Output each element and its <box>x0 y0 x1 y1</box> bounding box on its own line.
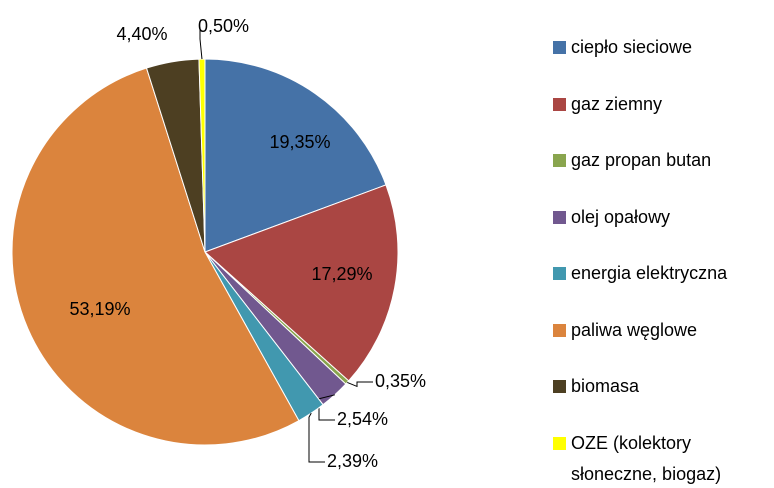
legend-swatch <box>553 323 566 337</box>
legend-item: gaz ziemny <box>553 89 768 120</box>
legend-swatch <box>553 210 566 224</box>
leader-line <box>199 27 203 60</box>
data-label: 0,35% <box>375 371 426 391</box>
legend-item: gaz propan butan <box>553 145 768 176</box>
data-label: 53,19% <box>69 299 130 319</box>
legend-label: gaz ziemny <box>571 93 663 114</box>
legend-swatch <box>553 97 566 111</box>
data-label: 17,29% <box>311 264 372 284</box>
data-label: 19,35% <box>269 132 330 152</box>
leader-line <box>308 412 325 463</box>
legend-swatch <box>553 380 566 393</box>
legend-swatch <box>553 436 566 450</box>
data-label: 2,54% <box>337 409 388 429</box>
legend-item: ciepło sieciowe <box>553 32 768 63</box>
pie-slice <box>204 184 399 382</box>
data-label: 4,40% <box>116 24 167 44</box>
legend-item: energia elektryczna <box>553 258 768 289</box>
data-label: 0,50% <box>198 16 249 36</box>
legend-item: paliwa węglowe <box>553 315 768 346</box>
legend-label: gaz propan butan <box>571 150 712 170</box>
legend-item: biomasa <box>553 371 768 402</box>
data-label: 2,39% <box>327 451 378 471</box>
legend-label: biomasa <box>571 376 640 396</box>
legend-swatch <box>553 154 566 167</box>
legend-swatch <box>553 267 566 280</box>
legend-label: olej opałowy <box>571 206 671 227</box>
leader-line <box>318 394 335 421</box>
legend-label: paliwa węglowe <box>571 319 698 340</box>
leader-line <box>347 381 373 388</box>
legend-swatch <box>553 41 566 54</box>
legend-label: energia elektryczna <box>571 263 728 283</box>
pie-slice <box>11 67 300 446</box>
legend-item: OZE (kolektory słoneczne, biogaz) <box>553 428 768 488</box>
pie-slice <box>204 58 387 253</box>
legend-label: ciepło sieciowe <box>571 37 693 57</box>
legend-label: OZE (kolektory słoneczne, biogaz) <box>571 432 722 484</box>
legend-item: olej opałowy <box>553 202 768 233</box>
